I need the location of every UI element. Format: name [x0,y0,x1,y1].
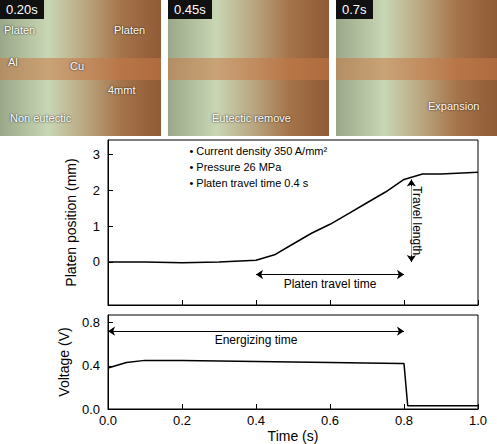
svg-text:Energizing time: Energizing time [215,333,298,347]
svg-text:• Pressure 26 MPa: • Pressure 26 MPa [189,161,282,173]
html-text:4mmt: 4mmt [108,84,136,96]
svg-text:0.0: 0.0 [99,413,117,428]
html-text:0.7s: 0.7s [342,2,367,17]
svg-text:Time (s): Time (s) [268,428,319,444]
svg-text:Platen position (mm): Platen position (mm) [63,158,79,286]
html-text:Platen: Platen [4,24,36,36]
html-text:0.45s: 0.45s [174,2,206,17]
svg-text:1.0: 1.0 [469,413,487,428]
svg-text:1: 1 [93,219,100,234]
html-text:Al: Al [8,56,18,68]
svg-text:0.0: 0.0 [82,402,100,417]
svg-text:• Platen travel time 0.4 s: • Platen travel time 0.4 s [189,177,308,189]
svg-text:0.8: 0.8 [82,315,100,330]
html-text:0.20s: 0.20s [6,2,38,17]
svg-text:0.2: 0.2 [173,413,191,428]
svg-text:Platen travel time: Platen travel time [284,277,377,291]
svg-text:0.4: 0.4 [82,358,100,373]
html-text:Platen: Platen [114,24,146,36]
svg-text:3: 3 [93,147,100,162]
svg-text:0.8: 0.8 [395,413,413,428]
html-text:Non eutectic: Non eutectic [10,112,72,124]
svg-text:• Current density 350 A/mm²: • Current density 350 A/mm² [189,145,327,157]
html-text:Cu: Cu [70,60,85,72]
svg-text:Travel length: Travel length [410,186,424,255]
svg-text:0: 0 [93,254,100,269]
svg-text:Voltage (V): Voltage (V) [56,327,72,396]
html-text:Eutectic remove: Eutectic remove [212,112,291,124]
svg-text:2: 2 [93,183,100,198]
html-text:Expansion: Expansion [428,100,480,112]
svg-text:0.4: 0.4 [247,413,265,428]
svg-text:0.6: 0.6 [321,413,339,428]
